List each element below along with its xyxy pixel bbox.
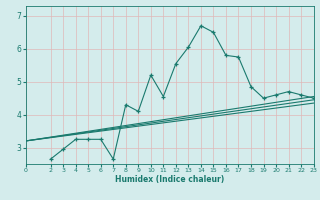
X-axis label: Humidex (Indice chaleur): Humidex (Indice chaleur): [115, 175, 224, 184]
